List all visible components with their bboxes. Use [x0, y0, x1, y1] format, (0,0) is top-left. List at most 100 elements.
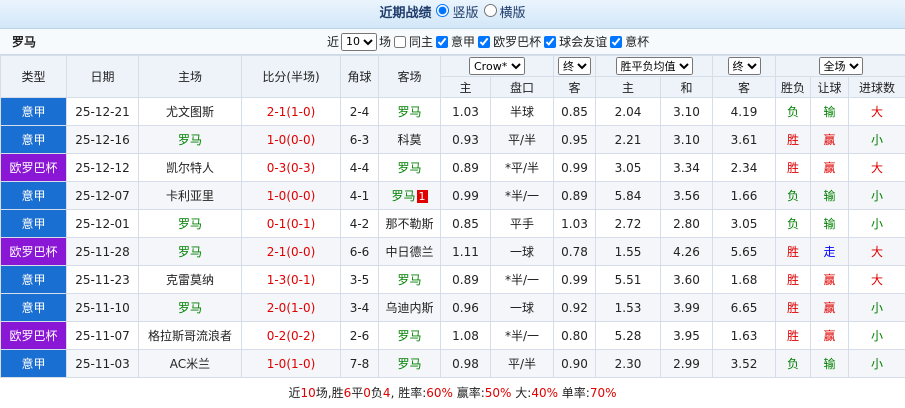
cell: 小 — [849, 182, 905, 210]
cell: 0.95 — [554, 126, 596, 154]
count-select[interactable]: 10 — [341, 33, 377, 51]
cell: 走 — [811, 238, 849, 266]
cell: 大 — [849, 154, 905, 182]
cell: 输 — [811, 182, 849, 210]
cell: 小 — [849, 294, 905, 322]
column-select[interactable]: 终 — [728, 57, 761, 75]
column-header: 类型 — [1, 56, 67, 98]
cell: 罗马 — [379, 154, 441, 182]
cell-text: 胜 — [787, 273, 799, 287]
cell: 欧罗巴杯 — [1, 322, 67, 350]
cell-text: 小 — [871, 133, 883, 147]
cell-text: 0.95 — [561, 133, 588, 147]
cell: 罗马 — [139, 126, 242, 154]
filter-checkbox[interactable] — [478, 36, 490, 48]
view-label: 竖版 — [452, 6, 478, 21]
cell: 负 — [776, 210, 811, 238]
cell: 0.85 — [441, 210, 491, 238]
cell-text: 2.80 — [673, 217, 700, 231]
cell: 2-4 — [341, 98, 379, 126]
cell-text: 负 — [787, 357, 799, 371]
summary-part: 赢率: — [453, 386, 485, 400]
cell-text: 1.55 — [615, 245, 642, 259]
cell: 25-12-16 — [67, 126, 139, 154]
cell-text: 0.98 — [452, 357, 479, 371]
filter-checkbox[interactable] — [544, 36, 556, 48]
cell-text: 0-1(0-1) — [267, 217, 316, 231]
cell: 3.10 — [661, 126, 713, 154]
cell: 大 — [849, 238, 905, 266]
cell-text: 1-0(0-0) — [267, 189, 316, 203]
cell: 3.95 — [661, 322, 713, 350]
view-radio[interactable] — [436, 4, 449, 17]
summary-part: 60% — [426, 386, 453, 400]
column-select[interactable]: Crow* — [469, 57, 525, 75]
cell-text: 小 — [871, 189, 883, 203]
filter-checkbox[interactable] — [610, 36, 622, 48]
filter-checkbox[interactable] — [436, 36, 448, 48]
cell-text: 负 — [787, 105, 799, 119]
cell-text: 3.99 — [673, 301, 700, 315]
cell-text: 3.05 — [731, 217, 758, 231]
cell-text: 3.60 — [673, 273, 700, 287]
cell-text: 中日德兰 — [385, 245, 433, 259]
cell: 3.05 — [713, 210, 776, 238]
cell-text: 负 — [787, 217, 799, 231]
cell-text: 4-4 — [350, 161, 370, 175]
cell-text: 4.26 — [673, 245, 700, 259]
summary-part: 单率: — [558, 386, 590, 400]
cell-text: *半/一 — [505, 273, 539, 287]
cell-text: 小 — [871, 301, 883, 315]
cell: 负 — [776, 98, 811, 126]
cell-text: 罗马 — [397, 273, 421, 287]
column-header: 和 — [661, 77, 713, 98]
column-select[interactable]: 胜平负均值 — [616, 57, 693, 75]
view-label: 横版 — [500, 6, 526, 21]
cell-text: 罗马 — [178, 301, 202, 315]
cell-text: 意甲 — [21, 217, 45, 231]
cell-text: 罗马 — [397, 105, 421, 119]
cell: 1.68 — [713, 266, 776, 294]
column-header: 让球 — [811, 77, 849, 98]
column-header: 客 — [554, 77, 596, 98]
cell-text: 小 — [871, 329, 883, 343]
column-header: 角球 — [341, 56, 379, 98]
cell-text: 胜 — [787, 245, 799, 259]
cell-text: 3.61 — [731, 133, 758, 147]
cell: 赢 — [811, 126, 849, 154]
filter-label: 球会友谊 — [559, 33, 607, 50]
title: 近期战绩 — [379, 6, 431, 21]
cell: 3-4 — [341, 294, 379, 322]
summary-part: 50% — [485, 386, 512, 400]
filter-checkbox[interactable] — [394, 36, 406, 48]
cell-text: 1.68 — [731, 273, 758, 287]
cell: 0.80 — [554, 322, 596, 350]
cell-text: 罗马 — [391, 189, 415, 203]
cell-text: 胜 — [787, 301, 799, 315]
cell: 胜 — [776, 238, 811, 266]
cell: 2-1(1-0) — [242, 98, 341, 126]
cell-text: 尤文图斯 — [166, 105, 214, 119]
summary-part: 场,胜 — [316, 386, 344, 400]
cell: 3.34 — [661, 154, 713, 182]
view-radio[interactable] — [484, 4, 497, 17]
cell: 2.99 — [661, 350, 713, 378]
column-select[interactable]: 全场 — [819, 57, 863, 75]
cell: 输 — [811, 98, 849, 126]
summary-part: 负 — [371, 386, 383, 400]
cell-text: 3.95 — [673, 329, 700, 343]
cell: 0.98 — [441, 350, 491, 378]
cell-text: 6.65 — [731, 301, 758, 315]
summary-part: 大: — [511, 386, 531, 400]
cell: 1.53 — [596, 294, 661, 322]
cell: 1.08 — [441, 322, 491, 350]
cell-text: 1.03 — [561, 217, 588, 231]
column-select[interactable]: 终 — [558, 57, 591, 75]
